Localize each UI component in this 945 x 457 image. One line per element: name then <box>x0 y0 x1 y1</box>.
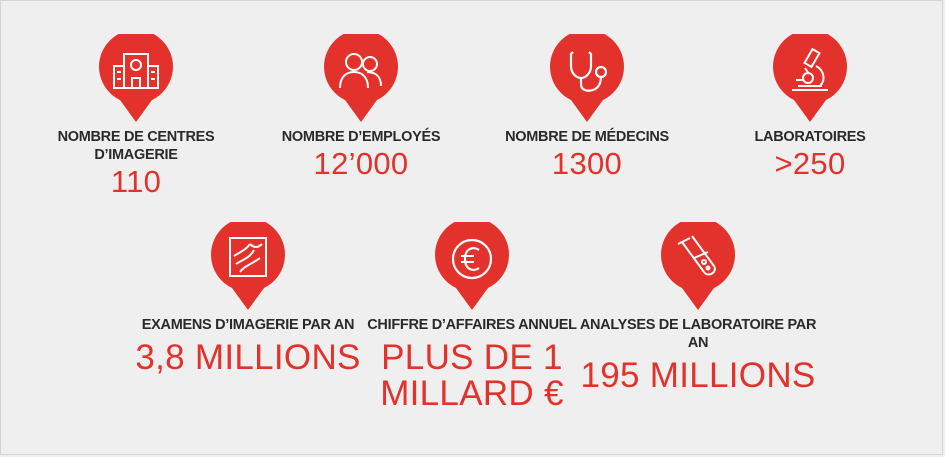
stat-value: 3,8 MILLIONS <box>135 338 361 377</box>
stat-value: 1300 <box>551 146 623 181</box>
stat-value: 12’000 <box>313 146 409 181</box>
people-icon <box>323 34 399 124</box>
stat-label: NOMBRE D’EMPLOYÉS <box>281 129 441 145</box>
stat-lab-analyses: ANALYSES DE LABORATOIRE PAR AN 195 MILLI… <box>578 222 818 394</box>
stat-label: NOMBRE DE MÉDECINS <box>505 129 669 145</box>
stat-value: >250 <box>774 146 846 181</box>
stat-value: 110 <box>110 164 162 199</box>
stat-annual-revenue: CHIFFRE D’AFFAIRES ANNUEL PLUS DE 1 MILL… <box>352 222 592 412</box>
stat-imaging-centers: NOMBRE DE CENTRES D’IMAGERIE 110 <box>16 34 256 198</box>
stat-imaging-exams: EXAMENS D’IMAGERIE PAR AN 3,8 MILLIONS <box>128 222 368 376</box>
stat-value: PLUS DE 1 MILLARD € <box>380 338 564 413</box>
stat-label: EXAMENS D’IMAGERIE PAR AN <box>141 317 355 333</box>
stat-label: LABORATOIRES <box>754 129 866 145</box>
test-tube-icon <box>660 222 736 312</box>
microscope-icon <box>772 34 848 124</box>
xray-icon <box>210 222 286 312</box>
stat-doctors: NOMBRE DE MÉDECINS 1300 <box>467 34 707 180</box>
stat-label: CHIFFRE D’AFFAIRES ANNUEL <box>367 317 577 333</box>
building-icon <box>98 34 174 124</box>
euro-icon <box>434 222 510 312</box>
stat-laboratories: LABORATOIRES >250 <box>690 34 930 180</box>
stat-label: NOMBRE DE CENTRES D’IMAGERIE <box>57 129 215 163</box>
stat-value: 195 MILLIONS <box>580 356 816 395</box>
stat-label: ANALYSES DE LABORATOIRE PAR AN <box>579 317 817 351</box>
stat-employees: NOMBRE D’EMPLOYÉS 12’000 <box>241 34 481 180</box>
stethoscope-icon <box>549 34 625 124</box>
